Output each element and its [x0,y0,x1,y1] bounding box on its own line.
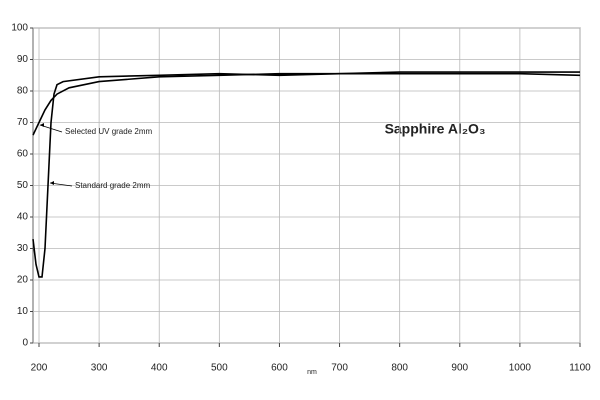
x-axis-label: nm [307,369,317,376]
series-line [32,72,581,278]
y-tick-label: 90 [17,54,29,65]
annotation-arrowhead [40,123,44,127]
x-tick-label: 600 [271,363,288,374]
x-tick-label: 1000 [509,363,532,374]
y-tick-label: 30 [17,243,29,254]
y-tick-label: 40 [17,212,29,223]
x-tick-label: 700 [331,363,348,374]
chart-annotation-title: Sapphire Al₂O₃ [385,121,486,137]
y-tick-label: 100 [11,23,28,34]
x-tick-label: 400 [151,363,168,374]
y-tick-label: 80 [17,86,29,97]
y-tick-label: 50 [17,180,29,191]
x-tick-label: 200 [31,363,48,374]
y-tick-label: 60 [17,149,29,160]
annotation: Standard grade 2mm [75,181,150,190]
y-tick-label: 0 [22,338,28,349]
annotation: Selected UV grade 2mm [65,127,152,136]
x-tick-label: 1100 [569,363,591,374]
y-tick-label: 20 [17,275,29,286]
series-line [32,71,580,136]
y-tick-label: 10 [17,306,29,317]
x-tick-label: 300 [91,363,108,374]
x-tick-label: 900 [451,363,468,374]
x-tick-label: 500 [211,363,228,374]
x-tick-label: 800 [391,363,408,374]
y-tick-label: 70 [17,117,29,128]
annotation-arrowhead [50,181,54,185]
